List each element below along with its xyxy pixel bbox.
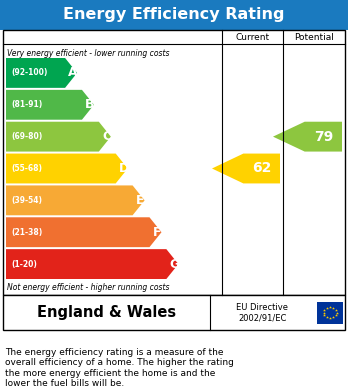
- Text: A: A: [68, 66, 78, 79]
- Polygon shape: [6, 154, 128, 183]
- Text: The energy efficiency rating is a measure of the
overall efficiency of a home. T: The energy efficiency rating is a measur…: [5, 348, 234, 388]
- Text: (1-20): (1-20): [11, 260, 37, 269]
- Text: Current: Current: [236, 32, 270, 41]
- Text: E: E: [136, 194, 145, 207]
- Text: EU Directive
2002/91/EC: EU Directive 2002/91/EC: [237, 303, 288, 322]
- Text: Potential: Potential: [294, 32, 334, 41]
- Text: B: B: [85, 98, 95, 111]
- Text: England & Wales: England & Wales: [37, 305, 176, 320]
- Bar: [0, 0, 348, 30]
- Text: (39-54): (39-54): [11, 196, 42, 205]
- Text: Very energy efficient - lower running costs: Very energy efficient - lower running co…: [7, 48, 169, 57]
- Text: C: C: [102, 130, 111, 143]
- Polygon shape: [6, 249, 179, 279]
- Bar: [3, 295, 345, 330]
- Text: (92-100): (92-100): [11, 68, 47, 77]
- Text: (55-68): (55-68): [11, 164, 42, 173]
- Text: F: F: [153, 226, 162, 239]
- Polygon shape: [6, 58, 77, 88]
- Text: Energy Efficiency Rating: Energy Efficiency Rating: [63, 7, 285, 23]
- Text: G: G: [169, 258, 180, 271]
- Polygon shape: [6, 90, 94, 120]
- Text: (81-91): (81-91): [11, 100, 42, 109]
- Polygon shape: [6, 217, 161, 247]
- Bar: [317, 301, 343, 323]
- Text: 62: 62: [252, 161, 271, 176]
- Bar: [3, 30, 345, 295]
- Polygon shape: [6, 185, 145, 215]
- Text: D: D: [119, 162, 129, 175]
- Text: (21-38): (21-38): [11, 228, 42, 237]
- Text: (69-80): (69-80): [11, 132, 42, 141]
- Polygon shape: [212, 154, 280, 183]
- Text: 79: 79: [314, 130, 333, 143]
- Text: Not energy efficient - higher running costs: Not energy efficient - higher running co…: [7, 283, 169, 292]
- Polygon shape: [273, 122, 342, 152]
- Polygon shape: [6, 122, 111, 152]
